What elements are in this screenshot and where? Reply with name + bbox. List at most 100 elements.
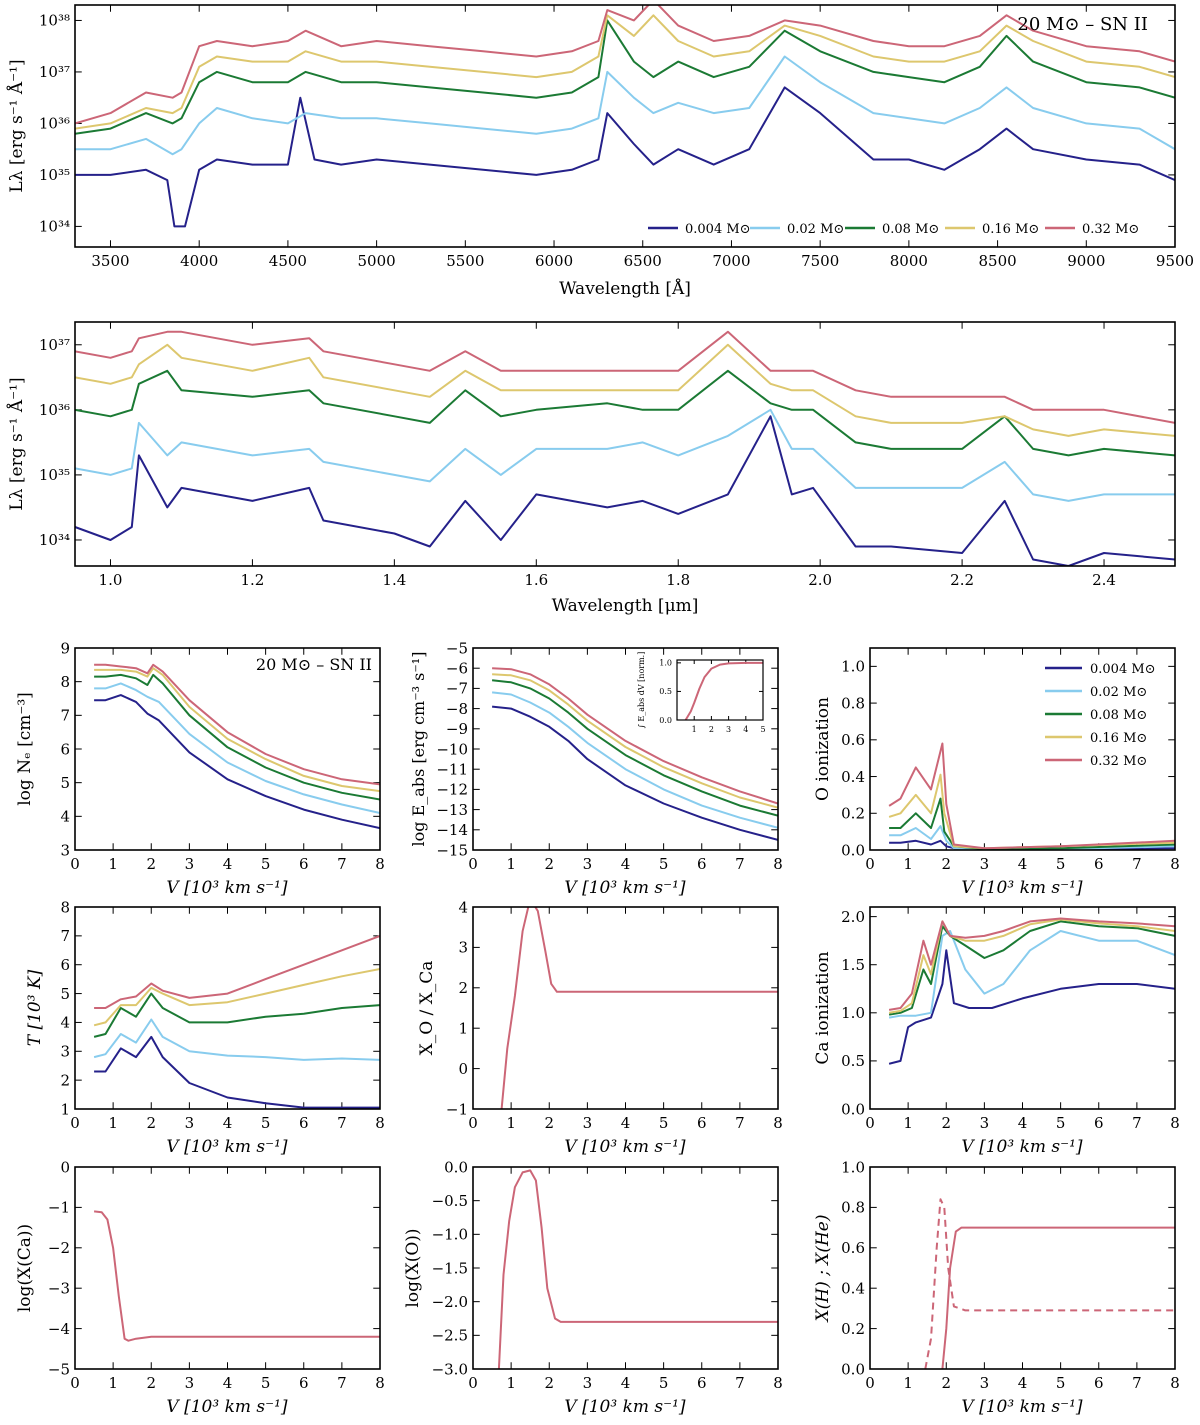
x-tick-label: 1.2 — [240, 571, 264, 589]
x-tick-label: 0 — [865, 1114, 875, 1132]
optical-ticks: 3500 4000 4500 5000 5500 6000 6500 7000 7500 8000… — [39, 5, 1194, 270]
series-line — [75, 14, 1175, 130]
inset-lines — [684, 661, 763, 720]
series-line — [888, 930, 1175, 1019]
series-line — [888, 918, 1175, 1014]
y-tick-label: −5 — [48, 1360, 70, 1378]
o-ionization-lines — [888, 742, 1175, 850]
x-tick-label: 7 — [337, 1374, 347, 1392]
x-h-x-he-ylabel: X(H) ; X(He) — [813, 1215, 833, 1324]
y-tick-label: −3.0 — [432, 1360, 468, 1378]
x-h-x-he-ticks: 0 1 2 3 4 5 6 7 8 0.0 0.2 0.4 0.6 0.8 1.0 — [841, 1158, 1180, 1392]
log-x-ca-panel: 0 1 2 3 4 5 6 7 8 −5 −4 −3 −2 −1 0 V [10³ km s⁻¹] log(… — [15, 1158, 385, 1417]
x-tick-label: 8 — [375, 1114, 385, 1132]
x-tick-label: 6 — [697, 855, 707, 873]
x-tick-label: 7000 — [712, 252, 750, 270]
y-tick-label: −1 — [446, 1100, 468, 1118]
x-tick-label: 1 — [506, 1374, 516, 1392]
x-tick-label: 8 — [1170, 1114, 1180, 1132]
y-tick-label: 1.0 — [841, 1004, 865, 1022]
series-line — [888, 920, 1175, 1016]
x-tick-label: 4 — [1018, 1374, 1028, 1392]
log-eabs-panel: 0 1 2 3 4 5 6 7 8 −15 −14 −13 −12 −11 −10 −9 −8 −7 −6 −5 V … — [409, 639, 783, 898]
log-eabs-xlabel: V [10³ km s⁻¹] — [564, 878, 686, 898]
y-tick-label: 3 — [60, 841, 70, 859]
legend-entry: 0.08 M⊙ — [1045, 708, 1147, 723]
x-tick-label: 6 — [697, 1374, 707, 1392]
x-tick-label: 4 — [621, 855, 631, 873]
x-tick-label: 4 — [223, 855, 233, 873]
series-line — [888, 949, 1175, 1065]
log-ne-ticks: 0 1 2 3 4 5 6 7 8 3 4 5 6 7 8 9 — [60, 639, 384, 873]
legend-label: 0.08 M⊙ — [1090, 708, 1147, 723]
inset-axes-frame — [676, 659, 764, 721]
y-tick-label: 0 — [60, 1158, 70, 1176]
log-x-o-axes-frame — [472, 1166, 779, 1370]
y-tick-label: 10³⁸ — [39, 12, 70, 30]
x-tick-label: 4 — [1018, 855, 1028, 873]
ca-ionization-xlabel: V [10³ km s⁻¹] — [961, 1137, 1083, 1157]
y-tick-label: 0.6 — [841, 731, 865, 749]
series-line — [93, 992, 380, 1038]
x-tick-label: 7 — [1132, 1114, 1142, 1132]
temperature-axes-frame — [74, 906, 381, 1110]
eabs-inset: 1 2 3 4 5 0.0 0.5 1.0 ∫ E_abs dV [norm.] — [637, 652, 766, 734]
y-tick-label: 0 — [458, 1060, 468, 1078]
y-tick-label: 3 — [458, 939, 468, 957]
y-tick-label: 0.8 — [841, 694, 865, 712]
ca-ionization-lines — [888, 917, 1175, 1065]
series-line — [94, 1035, 380, 1109]
x-tick-label: 5 — [659, 1374, 669, 1392]
x-tick-label: 8 — [375, 1374, 385, 1392]
x-tick-label: 7500 — [801, 252, 839, 270]
legend-label: 0.16 M⊙ — [1090, 731, 1147, 746]
y-tick-label: 7 — [60, 707, 70, 725]
y-tick-label: 3 — [60, 1043, 70, 1061]
x-tick-label: 8000 — [890, 252, 928, 270]
x-tick-label: 2.2 — [950, 571, 974, 589]
log-x-o-panel: 0 1 2 3 4 5 6 7 8 −3.0 −2.5 −2.0 −1.5 −1.0 −0.5 0.0 V [… — [403, 1158, 783, 1417]
y-tick-label: −2.0 — [432, 1293, 468, 1311]
x-tick-label: 1 — [108, 855, 118, 873]
series-line — [94, 934, 380, 1009]
x-tick-label: 1.0 — [99, 571, 123, 589]
series-line — [924, 1198, 1175, 1369]
x-tick-label: 3 — [980, 1114, 990, 1132]
x-h-x-he-panel: 0 1 2 3 4 5 6 7 8 0.0 0.2 0.4 0.6 0.8 1.0 V [10³ km s⁻… — [813, 1158, 1180, 1417]
series-line — [93, 1018, 380, 1061]
xo-xca-xlabel: V [10³ km s⁻¹] — [564, 1137, 686, 1157]
y-tick-label: −4 — [48, 1320, 70, 1338]
series-line — [491, 705, 778, 841]
y-tick-label: 7 — [60, 927, 70, 945]
legend-entry: 0.08 M⊙ — [845, 222, 939, 237]
ca-ionization-axes-frame — [869, 906, 1176, 1110]
y-tick-label: −0.5 — [432, 1192, 468, 1210]
y-tick-label: 9 — [60, 639, 70, 657]
x-tick-label: 6 — [1094, 855, 1104, 873]
y-tick-label: −11 — [436, 760, 468, 778]
x-tick-label: 2 — [146, 855, 156, 873]
x-h-x-he-lines — [924, 1198, 1175, 1369]
log-ne-model-label: 20 M⊙ – SN II — [256, 655, 372, 674]
legend-label: 0.32 M⊙ — [1082, 222, 1139, 237]
x-tick-label: 5000 — [358, 252, 396, 270]
o-ionization-axes-frame — [869, 647, 1176, 851]
y-tick-label: −3 — [48, 1279, 70, 1297]
log-x-ca-lines — [93, 1210, 380, 1342]
x-tick-label: 6 — [299, 1114, 309, 1132]
y-tick-label: −2.5 — [432, 1327, 468, 1345]
o-ionization-ticks: 0 1 2 3 4 5 6 7 8 0.0 0.2 0.4 0.6 0.8 1.0 — [841, 648, 1180, 873]
x-tick-label: 3 — [185, 1374, 195, 1392]
legend-entry: 0.02 M⊙ — [1045, 685, 1147, 700]
nir-ylabel: Lλ [erg s⁻¹ Å⁻¹] — [6, 377, 27, 510]
y-tick-label: 0.6 — [841, 1239, 865, 1257]
y-tick-label: 10³⁴ — [39, 531, 70, 549]
y-tick-label: −14 — [436, 821, 468, 839]
x-tick-label: 0 — [865, 855, 875, 873]
legend-label: 0.08 M⊙ — [882, 222, 939, 237]
nir-axes-frame — [74, 321, 1176, 567]
x-tick-label: 0 — [865, 1374, 875, 1392]
series-line — [492, 673, 778, 809]
x-tick-label: 2 — [941, 1114, 951, 1132]
